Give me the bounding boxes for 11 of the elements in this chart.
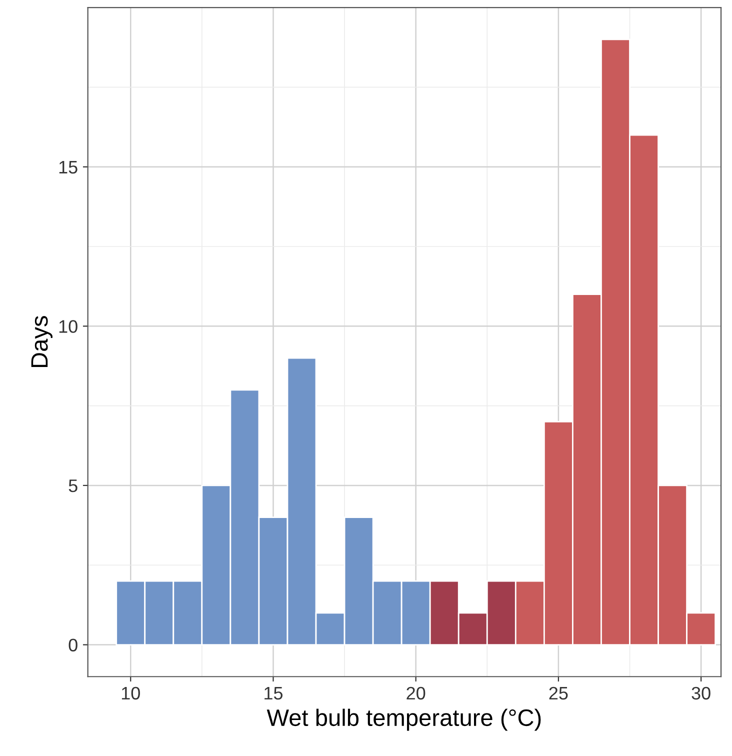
y-tick-label: 0 bbox=[68, 638, 78, 652]
x-tick-label: 30 bbox=[692, 686, 710, 700]
x-tick-label: 10 bbox=[122, 686, 140, 700]
x-tick-label: 25 bbox=[549, 686, 568, 700]
y-axis-title: Days bbox=[31, 316, 52, 368]
x-tick-label: 20 bbox=[406, 686, 426, 700]
x-axis-title: Wet bulb temperature (°C) bbox=[266, 708, 541, 731]
y-tick-label: 10 bbox=[59, 320, 78, 333]
y-tick-label: 5 bbox=[68, 480, 78, 492]
y-tick-label: 15 bbox=[59, 160, 78, 174]
x-tick-label: 15 bbox=[264, 687, 283, 700]
